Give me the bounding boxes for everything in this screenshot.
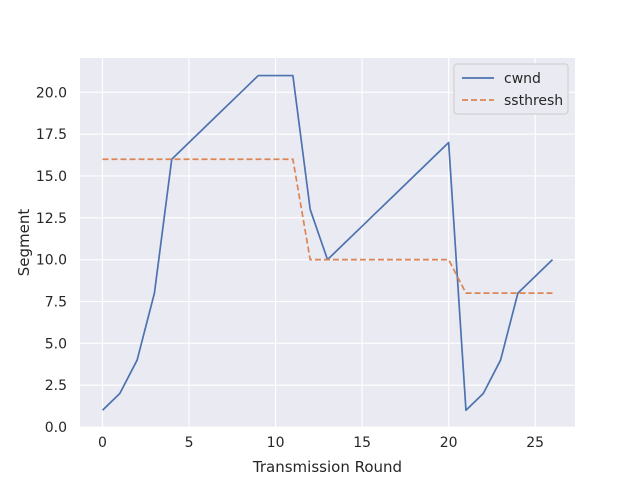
legend-label-cwnd: cwnd xyxy=(504,71,541,87)
y-tick-label: 5.0 xyxy=(45,336,67,352)
plot-background xyxy=(80,58,575,427)
x-tick-label: 25 xyxy=(526,435,544,451)
y-tick-label: 0.0 xyxy=(45,420,67,436)
series-line-ssthresh xyxy=(102,158,553,294)
legend-label-ssthresh: ssthresh xyxy=(504,93,563,109)
legend-frame xyxy=(453,63,569,115)
x-tick-label: 10 xyxy=(267,435,285,451)
x-tick-label: 5 xyxy=(185,435,194,451)
x-tick-label: 20 xyxy=(440,435,458,451)
y-tick-label: 2.5 xyxy=(45,378,67,394)
y-tick-label: 10.0 xyxy=(36,253,67,269)
x-axis-label: Transmission Round xyxy=(252,458,402,476)
x-tick-label: 15 xyxy=(353,435,371,451)
x-tick-label: 0 xyxy=(98,435,107,451)
tick-labels: 0 5 10 15 20 25 0.0 2.5 5.0 7.5 10.0 12.5 15.0 17.5 20… xyxy=(36,85,544,451)
y-tick-label: 20.0 xyxy=(36,85,67,101)
y-tick-label: 17.5 xyxy=(36,127,67,143)
y-tick-label: 7.5 xyxy=(45,294,67,310)
y-axis-label: Segment xyxy=(15,209,33,277)
data-series xyxy=(101,74,554,412)
y-tick-label: 15.0 xyxy=(36,169,67,185)
legend: cwnd ssthresh xyxy=(453,63,569,115)
y-tick-label: 12.5 xyxy=(36,211,67,227)
